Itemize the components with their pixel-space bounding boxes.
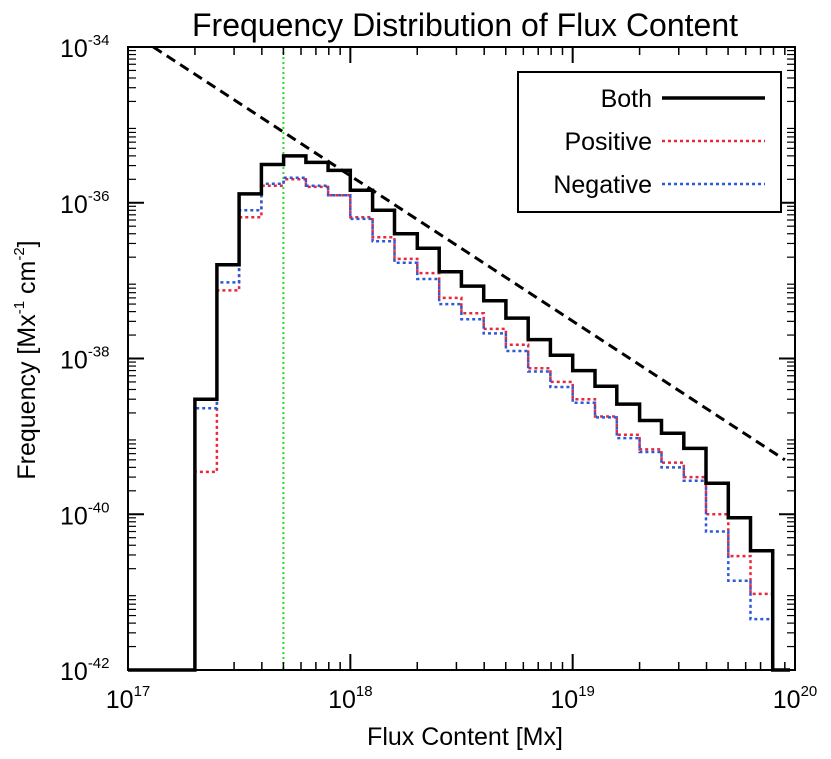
y-tick-label-exp: -34 xyxy=(88,32,110,49)
y-tick-label-exp: -36 xyxy=(88,188,110,205)
chart-title: Frequency Distribution of Flux Content xyxy=(192,7,738,43)
y-tick-label-base: 10 xyxy=(60,347,88,375)
x-tick-label-base: 10 xyxy=(106,686,134,714)
y-axis-label-exp1: -1 xyxy=(11,301,28,314)
legend: Both Positive Negative xyxy=(517,71,782,213)
y-axis-label-mid: cm xyxy=(13,261,41,301)
y-tick-label: 10-36 xyxy=(60,188,110,219)
plot-area xyxy=(128,45,790,672)
x-tick-label-base: 10 xyxy=(550,686,578,714)
series-positive-line xyxy=(128,178,790,672)
x-tick-label: 1017 xyxy=(106,683,151,714)
y-tick-label: 10-34 xyxy=(60,32,110,63)
y-tick-label: 10-38 xyxy=(60,344,110,375)
y-tick-label: 10-40 xyxy=(60,499,110,530)
y-tick-label-base: 10 xyxy=(60,35,88,63)
y-axis-label-base: Frequency [Mx xyxy=(13,314,41,480)
x-axis-label: Flux Content [Mx] xyxy=(367,723,563,751)
x-tick-label-exp: 19 xyxy=(578,683,595,700)
x-tick-label-exp: 17 xyxy=(134,683,151,700)
y-tick-label-base: 10 xyxy=(60,658,88,686)
y-tick-label-exp: -42 xyxy=(88,655,110,672)
legend-label-both: Both xyxy=(601,85,652,113)
x-tick-label-exp: 18 xyxy=(356,683,373,700)
y-tick-label-base: 10 xyxy=(60,502,88,530)
y-axis-label-exp2: -2 xyxy=(11,247,28,260)
series-negative-line xyxy=(128,176,790,672)
x-tick-label: 1020 xyxy=(773,683,818,714)
legend-box xyxy=(517,71,782,213)
y-axis-label: Frequency [Mx-1 cm-2] xyxy=(11,240,41,479)
x-tick-label: 1019 xyxy=(550,683,595,714)
legend-label-negative: Negative xyxy=(553,171,652,199)
y-tick-label-exp: -38 xyxy=(88,344,110,361)
x-tick-label-base: 10 xyxy=(328,686,356,714)
y-tick-label-exp: -40 xyxy=(88,499,110,516)
fit-line xyxy=(152,45,786,462)
x-tick-label-base: 10 xyxy=(773,686,801,714)
legend-label-positive: Positive xyxy=(564,128,652,156)
series-both-line xyxy=(128,154,790,672)
x-tick-label: 1018 xyxy=(328,683,373,714)
y-tick-label: 10-42 xyxy=(60,655,110,686)
y-axis-label-end: ] xyxy=(13,240,41,247)
x-axis: 1017 1018 1019 1020 xyxy=(106,47,818,714)
y-tick-label-base: 10 xyxy=(60,191,88,219)
x-tick-label-exp: 20 xyxy=(801,683,818,700)
